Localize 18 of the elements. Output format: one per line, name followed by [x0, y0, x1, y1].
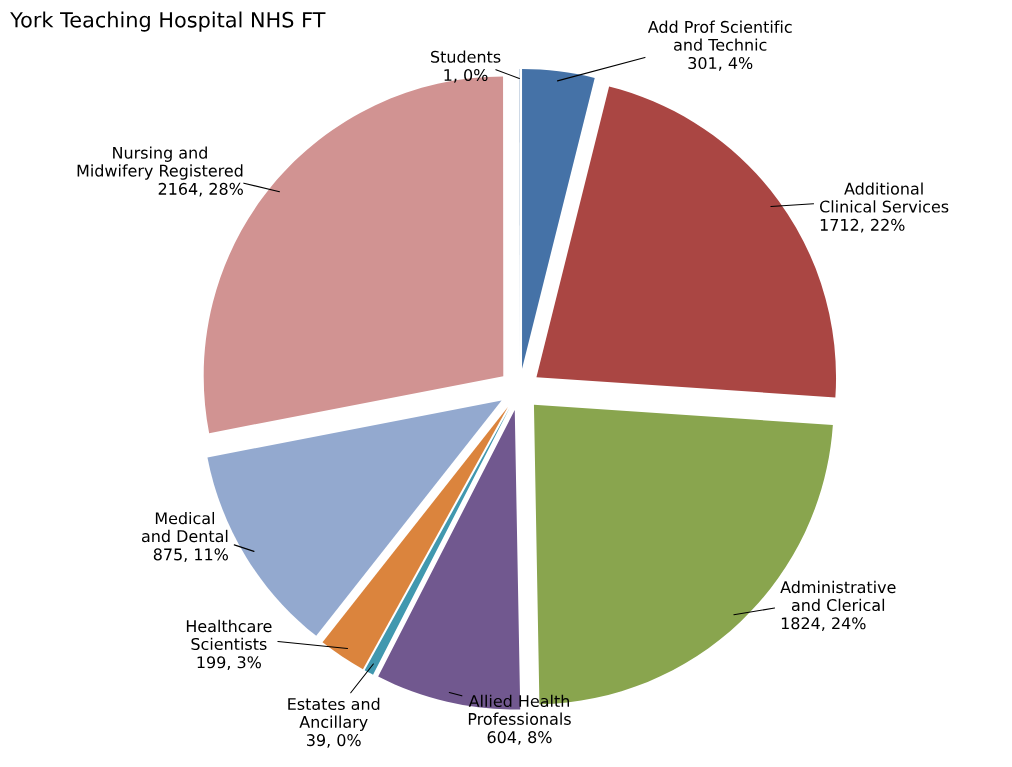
data-label: 1712, 22% [820, 218, 905, 233]
chart-title: York Teaching Hospital NHS FT [10, 11, 326, 32]
slice-label: Administrative and Clerical [780, 580, 896, 612]
slice-label: Estates and Ancillary [288, 697, 380, 732]
slice-label: Nursing and Midwifery Registered [77, 146, 243, 180]
data-label: 39, 0% [307, 734, 361, 748]
data-label: 199, 3% [197, 656, 261, 670]
slice-label: Add Prof Scientific and Technic [647, 20, 792, 51]
data-label: 2164, 28% [158, 182, 243, 197]
data-label: 301, 4% [688, 56, 753, 71]
data-label: 1824, 24% [781, 617, 866, 631]
slice-label: Healthcare Scientists [186, 619, 272, 651]
slice-label: Medical and Dental [141, 511, 228, 543]
slice-label: Students [431, 50, 501, 63]
data-label: 1, 0% [444, 68, 488, 83]
data-label: 875, 11% [153, 548, 228, 563]
data-label: 604, 8% [487, 731, 552, 745]
slice-label: Additional Clinical Services [819, 182, 949, 213]
